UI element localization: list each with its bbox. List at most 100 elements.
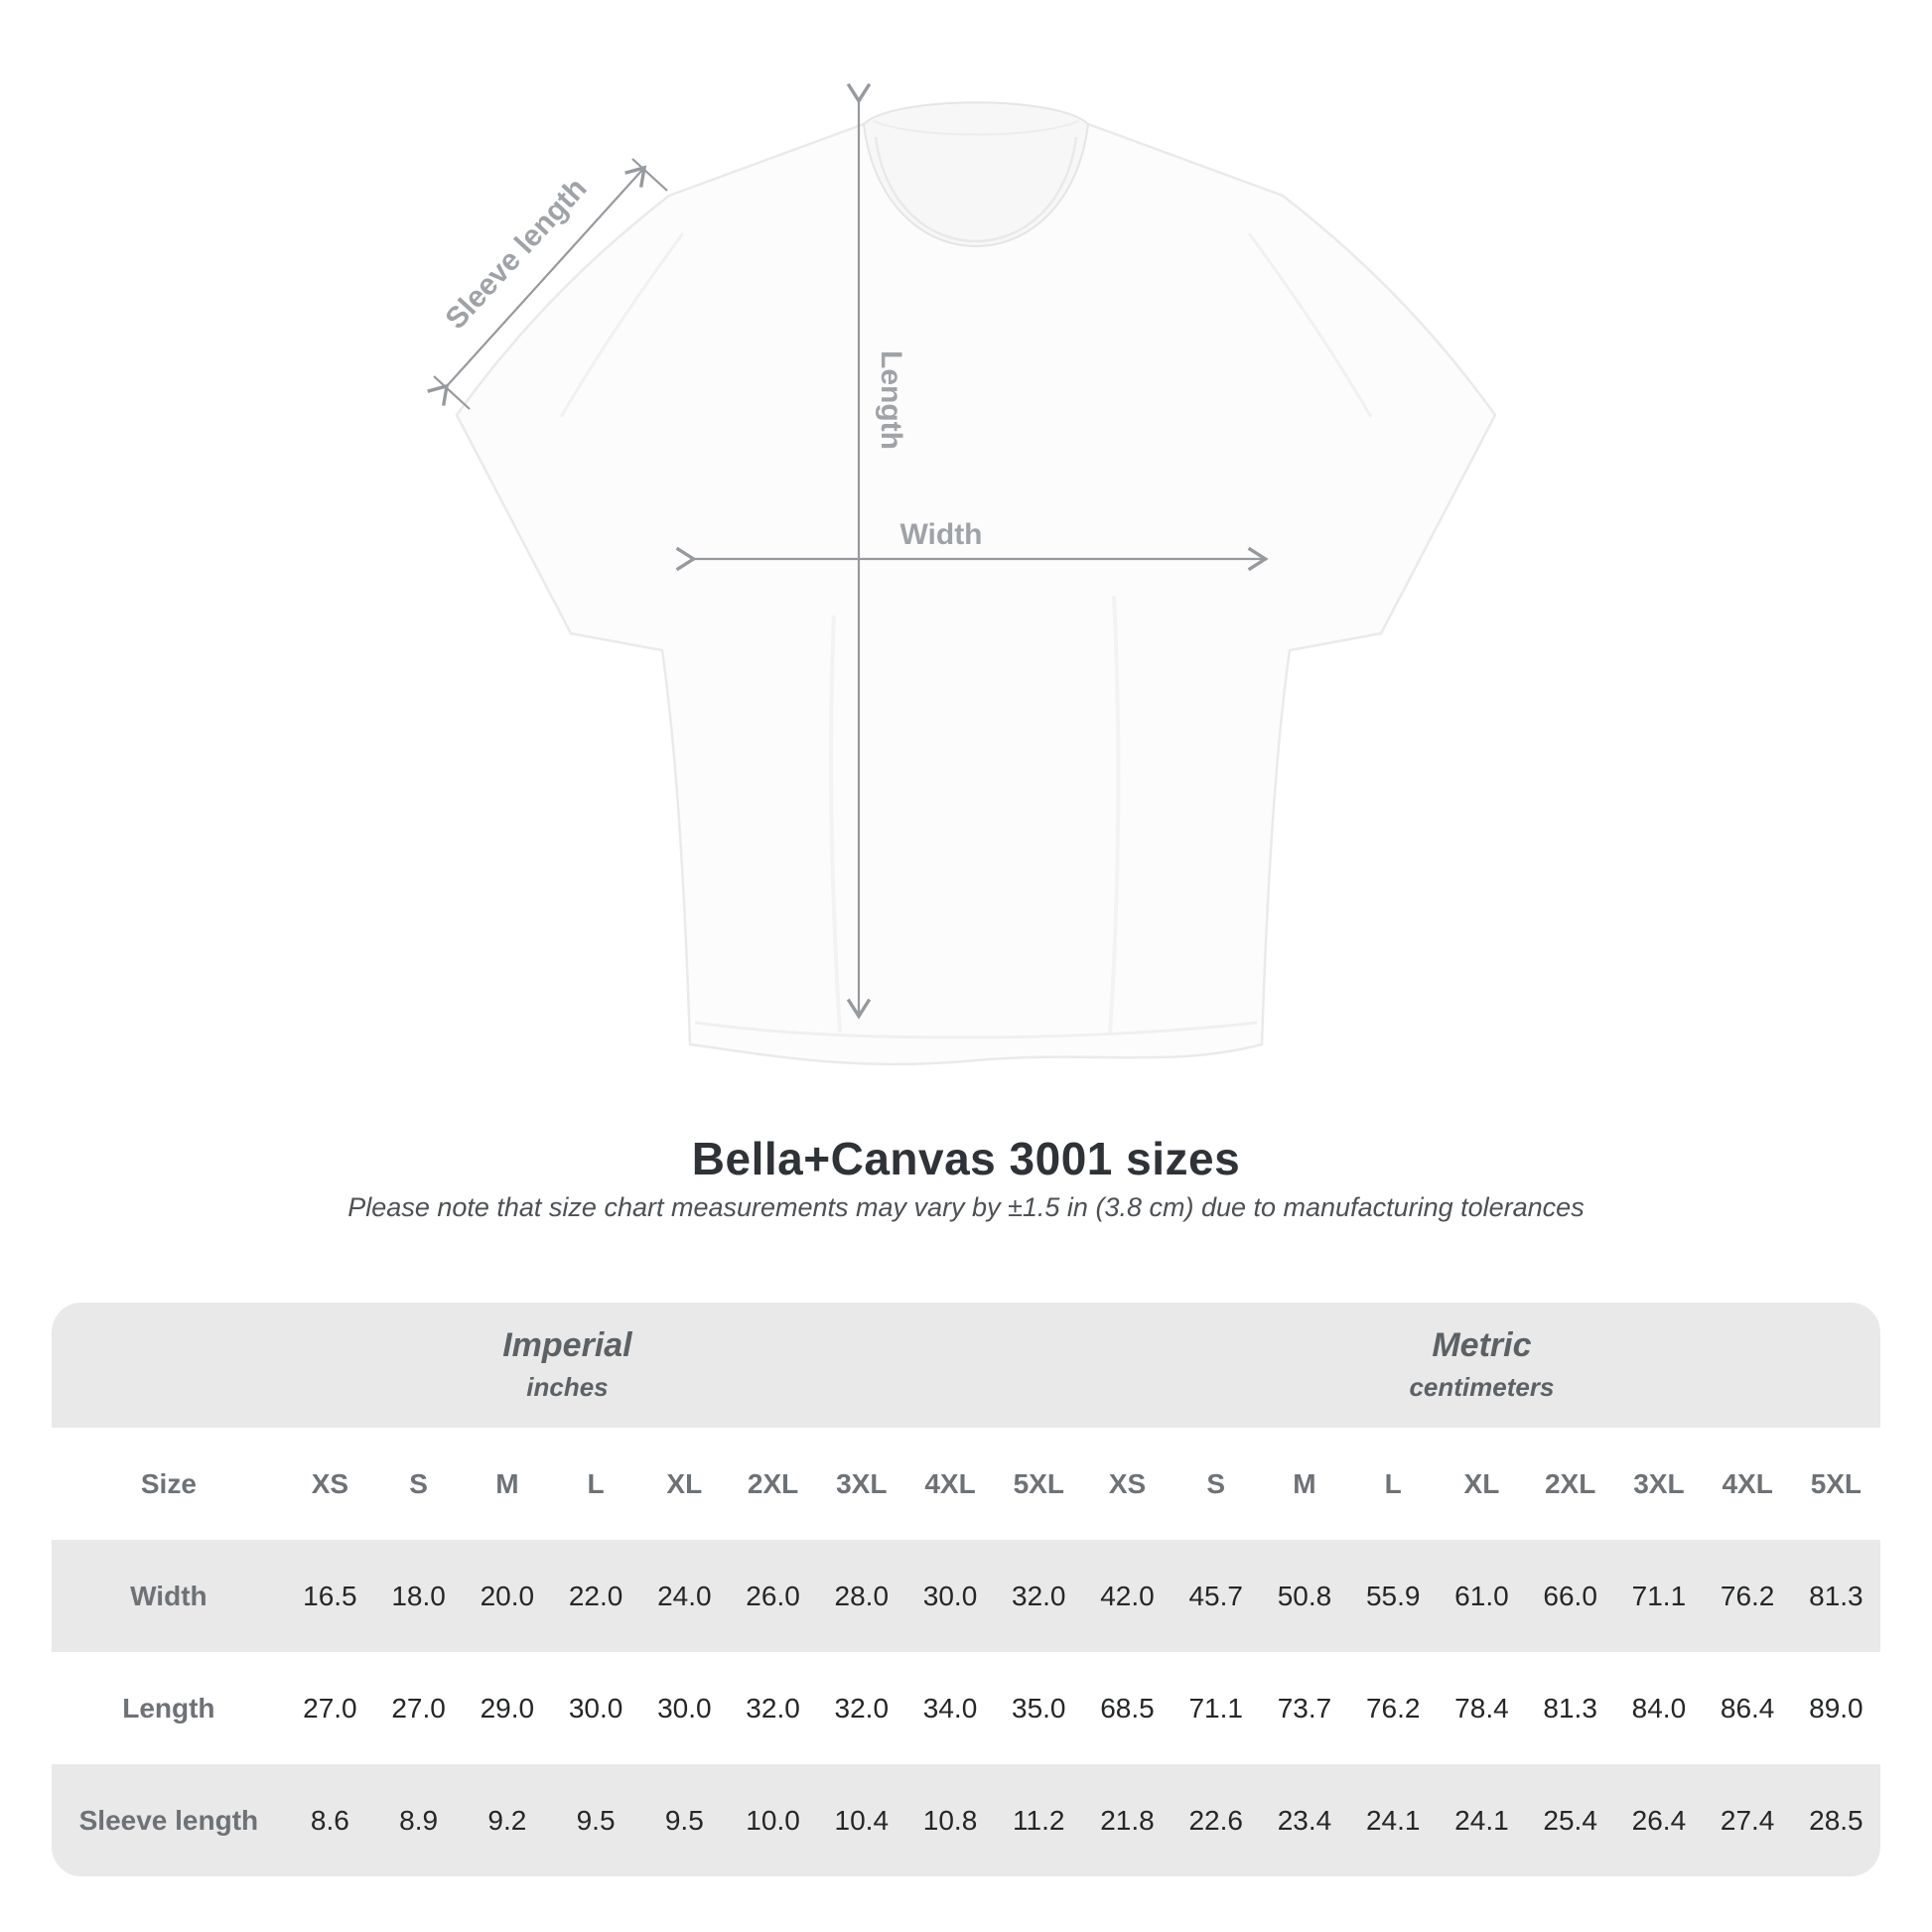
measurement-value-cell: 8.6	[285, 1764, 374, 1876]
measurement-row-label: Sleeve length	[52, 1764, 286, 1876]
metric-band-unit: centimeters	[1409, 1372, 1555, 1403]
tshirt-illustration	[455, 101, 1497, 1066]
width-label: Width	[899, 518, 982, 551]
size-column-header: XL	[639, 1428, 729, 1540]
imperial-band: Imperial inches	[52, 1303, 1083, 1428]
measurement-value-cell: 61.0	[1437, 1540, 1527, 1652]
metric-band: Metric centimeters	[1082, 1303, 1880, 1428]
tshirt-body	[455, 110, 1497, 1066]
measurement-value-cell: 18.0	[374, 1540, 464, 1652]
measurement-value-cell: 24.1	[1348, 1764, 1438, 1876]
measurement-value-cell: 32.0	[994, 1540, 1083, 1652]
measurement-value-cell: 71.1	[1614, 1540, 1704, 1652]
measurement-value-cell: 81.3	[1791, 1540, 1880, 1652]
size-column-header: XS	[285, 1428, 374, 1540]
measurement-value-cell: 16.5	[285, 1540, 374, 1652]
size-column-header: 2XL	[728, 1428, 818, 1540]
width-dimension: Width	[675, 518, 1269, 572]
measurement-value-cell: 73.7	[1260, 1652, 1349, 1764]
measurement-value-cell: 27.0	[374, 1652, 464, 1764]
measurement-value-cell: 55.9	[1348, 1540, 1438, 1652]
measurement-value-cell: 27.0	[285, 1652, 374, 1764]
tshirt-measurement-diagram: Length Width Sleeve length	[427, 82, 1497, 1066]
measurement-value-cell: 30.0	[905, 1540, 995, 1652]
size-column-header: 5XL	[994, 1428, 1083, 1540]
measurement-row: Length 27.0 27.0 29.0 30.0 30.0 32.0 32.0 34.0 35…	[52, 1652, 1880, 1764]
measurement-value-cell: 22.0	[551, 1540, 640, 1652]
measurement-value-cell: 32.0	[728, 1652, 818, 1764]
measurement-value-cell: 50.8	[1260, 1540, 1349, 1652]
measurement-value-cell: 81.3	[1526, 1652, 1615, 1764]
measurement-value-cell: 10.4	[817, 1764, 906, 1876]
measurement-value-cell: 34.0	[905, 1652, 995, 1764]
measurement-value-cell: 86.4	[1703, 1652, 1792, 1764]
measurement-value-cell: 29.0	[463, 1652, 552, 1764]
measurement-row-label: Length	[52, 1652, 286, 1764]
size-column-header: S	[1172, 1428, 1261, 1540]
size-column-header: L	[551, 1428, 640, 1540]
size-column-header: 4XL	[1703, 1428, 1792, 1540]
page-subtitle: Please note that size chart measurements…	[347, 1192, 1585, 1222]
measurement-value-cell: 25.4	[1526, 1764, 1615, 1876]
collar	[862, 101, 1090, 247]
measurement-value-cell: 22.6	[1172, 1764, 1261, 1876]
measurement-value-cell: 45.7	[1172, 1540, 1261, 1652]
measurement-value-cell: 28.5	[1791, 1764, 1880, 1876]
measurement-row: Sleeve length 8.6 8.9 9.2 9.5 9.5 10.0 10.4 10.8…	[52, 1764, 1880, 1876]
measurement-value-cell: 8.9	[374, 1764, 464, 1876]
size-column-header: L	[1348, 1428, 1438, 1540]
measurement-value-cell: 30.0	[639, 1652, 729, 1764]
measurement-row-label: Width	[52, 1540, 286, 1652]
measurement-value-cell: 89.0	[1791, 1652, 1880, 1764]
measurement-value-cell: 76.2	[1703, 1540, 1792, 1652]
measurement-value-cell: 27.4	[1703, 1764, 1792, 1876]
size-header-cell: Size	[52, 1428, 286, 1540]
imperial-band-title: Imperial	[502, 1325, 632, 1364]
size-column-header: 3XL	[1614, 1428, 1704, 1540]
measurement-value-cell: 76.2	[1348, 1652, 1438, 1764]
measurement-value-cell: 24.1	[1437, 1764, 1527, 1876]
size-column-header: XL	[1437, 1428, 1527, 1540]
measurement-value-cell: 66.0	[1526, 1540, 1615, 1652]
size-column-header: XS	[1082, 1428, 1173, 1540]
size-column-header: M	[463, 1428, 552, 1540]
measurement-value-cell: 26.0	[728, 1540, 818, 1652]
size-column-header: M	[1260, 1428, 1349, 1540]
size-table-container: Imperial inches Metric centimeters Size …	[52, 1303, 1880, 1876]
size-column-header: 5XL	[1791, 1428, 1880, 1540]
size-column-header: 3XL	[817, 1428, 906, 1540]
measurement-value-cell: 26.4	[1614, 1764, 1704, 1876]
size-column-header: 4XL	[905, 1428, 995, 1540]
measurement-value-cell: 35.0	[994, 1652, 1083, 1764]
metric-band-title: Metric	[1432, 1325, 1532, 1364]
measurement-value-cell: 23.4	[1260, 1764, 1349, 1876]
measurement-value-cell: 9.5	[551, 1764, 640, 1876]
measurement-value-cell: 42.0	[1082, 1540, 1173, 1652]
imperial-band-unit: inches	[526, 1372, 609, 1403]
measurement-value-cell: 11.2	[994, 1764, 1083, 1876]
measurement-rows: Width 16.5 18.0 20.0 22.0 24.0 26.0 28.0 30.0 32.…	[52, 1540, 1880, 1876]
measurement-value-cell: 9.2	[463, 1764, 552, 1876]
measurement-value-cell: 30.0	[551, 1652, 640, 1764]
measurement-value-cell: 10.0	[728, 1764, 818, 1876]
measurement-value-cell: 20.0	[463, 1540, 552, 1652]
measurement-value-cell: 71.1	[1172, 1652, 1261, 1764]
measurement-value-cell: 28.0	[817, 1540, 906, 1652]
size-column-header: 2XL	[1526, 1428, 1615, 1540]
measurement-value-cell: 68.5	[1082, 1652, 1173, 1764]
page-title: Bella+Canvas 3001 sizes	[691, 1133, 1241, 1184]
measurement-value-cell: 21.8	[1082, 1764, 1173, 1876]
measurement-value-cell: 84.0	[1614, 1652, 1704, 1764]
measurement-value-cell: 78.4	[1437, 1652, 1527, 1764]
measurement-value-cell: 32.0	[817, 1652, 906, 1764]
measurement-value-cell: 9.5	[639, 1764, 729, 1876]
size-table: Imperial inches Metric centimeters Size …	[52, 1303, 1880, 1876]
measurement-value-cell: 24.0	[639, 1540, 729, 1652]
measurement-row: Width 16.5 18.0 20.0 22.0 24.0 26.0 28.0 30.0 32.…	[52, 1540, 1880, 1652]
length-label: Length	[875, 350, 907, 450]
size-column-header: S	[374, 1428, 464, 1540]
unit-band-row: Imperial inches Metric centimeters	[52, 1303, 1880, 1428]
measurement-value-cell: 10.8	[905, 1764, 995, 1876]
size-header-row: Size XS S M L XL 2XL 3XL 4XL 5XL XS S M L XL 2XL 3XL 4XL…	[52, 1428, 1880, 1540]
